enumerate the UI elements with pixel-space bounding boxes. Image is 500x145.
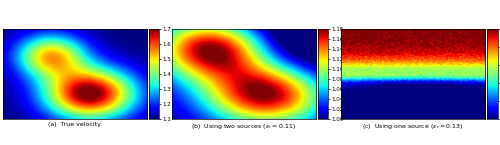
- X-axis label: (c)  Using one source ($\epsilon_r = 0.13$): (c) Using one source ($\epsilon_r = 0.13…: [362, 122, 464, 131]
- X-axis label: (b)  Using two sources ($\epsilon_r = 0.11$): (b) Using two sources ($\epsilon_r = 0.1…: [191, 122, 296, 131]
- X-axis label: (a)  True velocity: (a) True velocity: [48, 122, 101, 127]
